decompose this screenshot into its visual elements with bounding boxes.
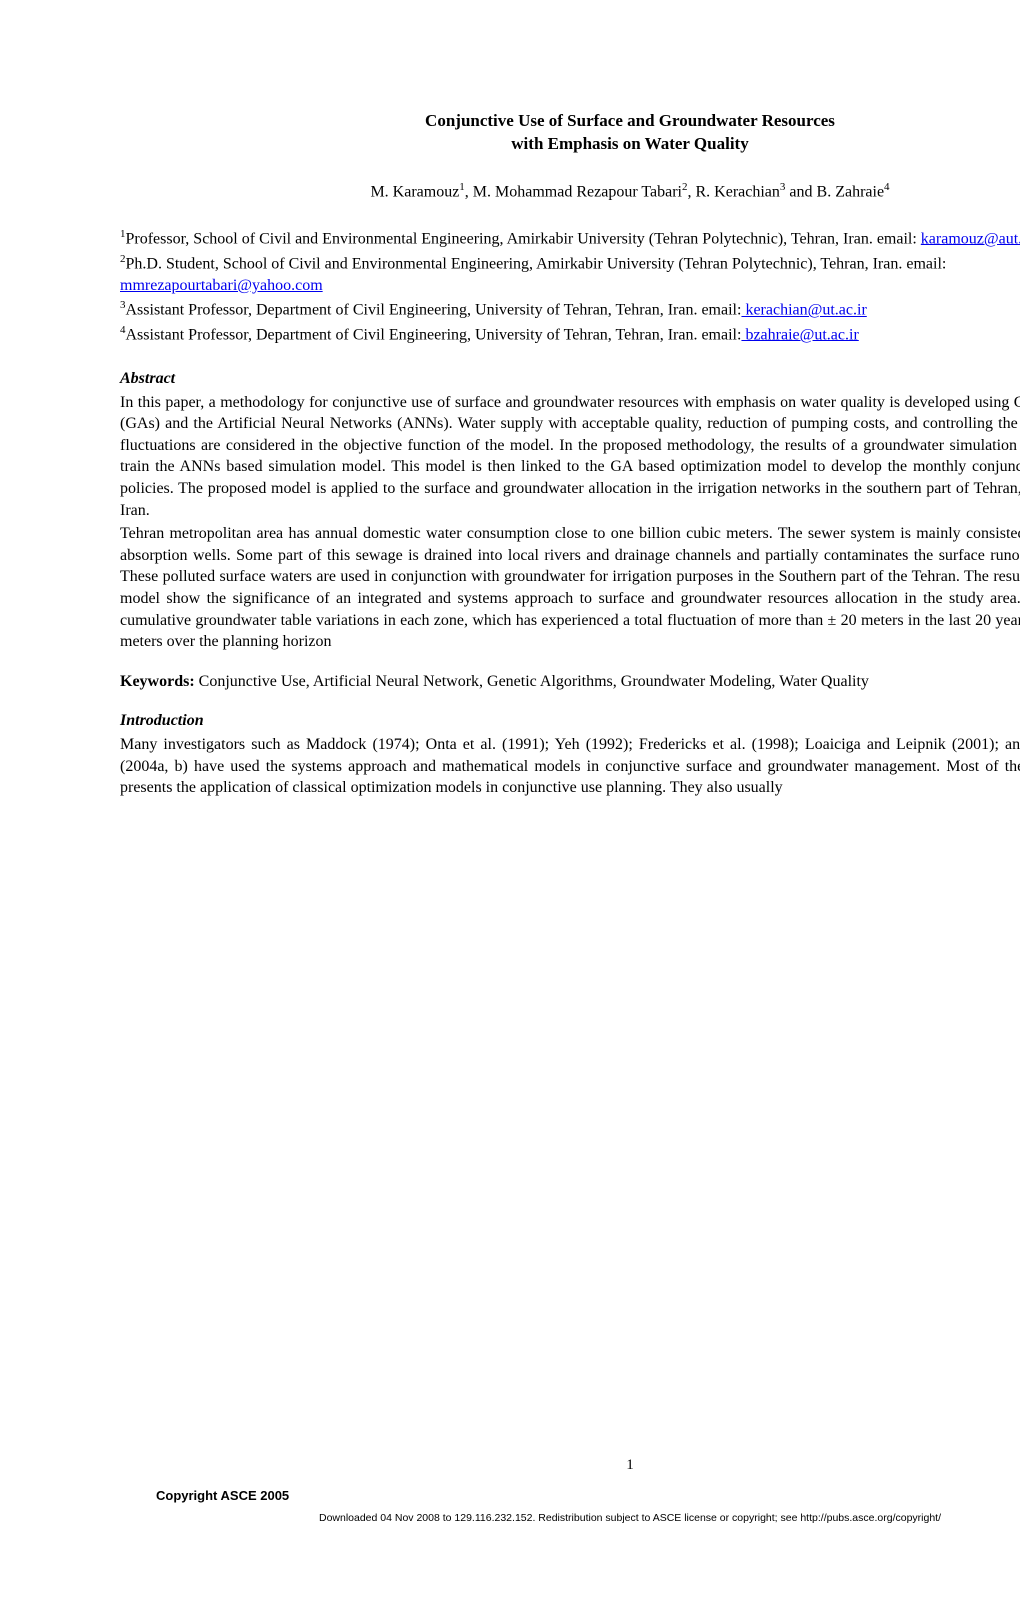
footer-copyright: Copyright ASCE 2005 (156, 1487, 289, 1505)
abstract-heading: Abstract (120, 368, 1020, 390)
affil-4-email-link[interactable]: bzahraie@ut.ac.ir (741, 326, 858, 343)
abstract-sym-1: ± 20 (828, 612, 857, 629)
author-sep-2: , (688, 183, 696, 200)
keywords-text: Conjunctive Use, Artificial Neural Netwo… (195, 673, 869, 690)
introduction-p1: Many investigators such as Maddock (1974… (120, 734, 1020, 799)
author-4: B. Zahraie (817, 183, 885, 200)
author-2: M. Mohammad Rezapour Tabari (473, 183, 682, 200)
affiliations: 1Professor, School of Civil and Environm… (120, 227, 1020, 346)
abstract-p2-b: meters in the last 20 years, is limited … (857, 612, 1020, 629)
author-3: R. Kerachian (696, 183, 780, 200)
title-line-2: with Emphasis on Water Quality (120, 133, 1020, 156)
author-1: M. Karamouz (370, 183, 459, 200)
title-line-1: Conjunctive Use of Surface and Groundwat… (120, 110, 1020, 133)
keywords-label: Keywords: (120, 673, 195, 690)
author-sep-3: and (785, 183, 816, 200)
affil-2-email-link[interactable]: mmrezapourtabari@yahoo.com (120, 277, 323, 294)
introduction-heading: Introduction (120, 710, 1020, 732)
affiliation-1: 1Professor, School of Civil and Environm… (120, 227, 1020, 250)
abstract-p1: In this paper, a methodology for conjunc… (120, 392, 1020, 522)
author-4-sup: 4 (884, 181, 890, 193)
affil-1-text: Professor, School of Civil and Environme… (126, 230, 921, 247)
abstract-p2-c: meters over the planning horizon (120, 633, 332, 650)
affil-3-text: Assistant Professor, Department of Civil… (126, 302, 742, 319)
affil-4-text: Assistant Professor, Department of Civil… (126, 326, 742, 343)
page-footer: Copyright ASCE 2005 EWRI 2005 Downloaded… (120, 1487, 1020, 1525)
page-number: 1 (626, 1455, 634, 1475)
affil-1-email-link[interactable]: karamouz@aut.ac.ir (921, 230, 1020, 247)
authors-line: M. Karamouz1, M. Mohammad Rezapour Tabar… (120, 180, 1020, 203)
abstract-body: In this paper, a methodology for conjunc… (120, 392, 1020, 653)
footer-download-note: Downloaded 04 Nov 2008 to 129.116.232.15… (156, 1505, 1020, 1525)
affil-2-text: Ph.D. Student, School of Civil and Envir… (126, 255, 947, 272)
author-sep-1: , (465, 183, 473, 200)
paper-title: Conjunctive Use of Surface and Groundwat… (120, 110, 1020, 156)
affiliation-4: 4Assistant Professor, Department of Civi… (120, 323, 1020, 346)
affil-3-email-link[interactable]: kerachian@ut.ac.ir (741, 302, 866, 319)
affiliation-2: 2Ph.D. Student, School of Civil and Envi… (120, 252, 1020, 297)
abstract-p2: Tehran metropolitan area has annual dome… (120, 523, 1020, 653)
affiliation-3: 3Assistant Professor, Department of Civi… (120, 298, 1020, 321)
keywords-line: Keywords: Conjunctive Use, Artificial Ne… (120, 671, 1020, 693)
